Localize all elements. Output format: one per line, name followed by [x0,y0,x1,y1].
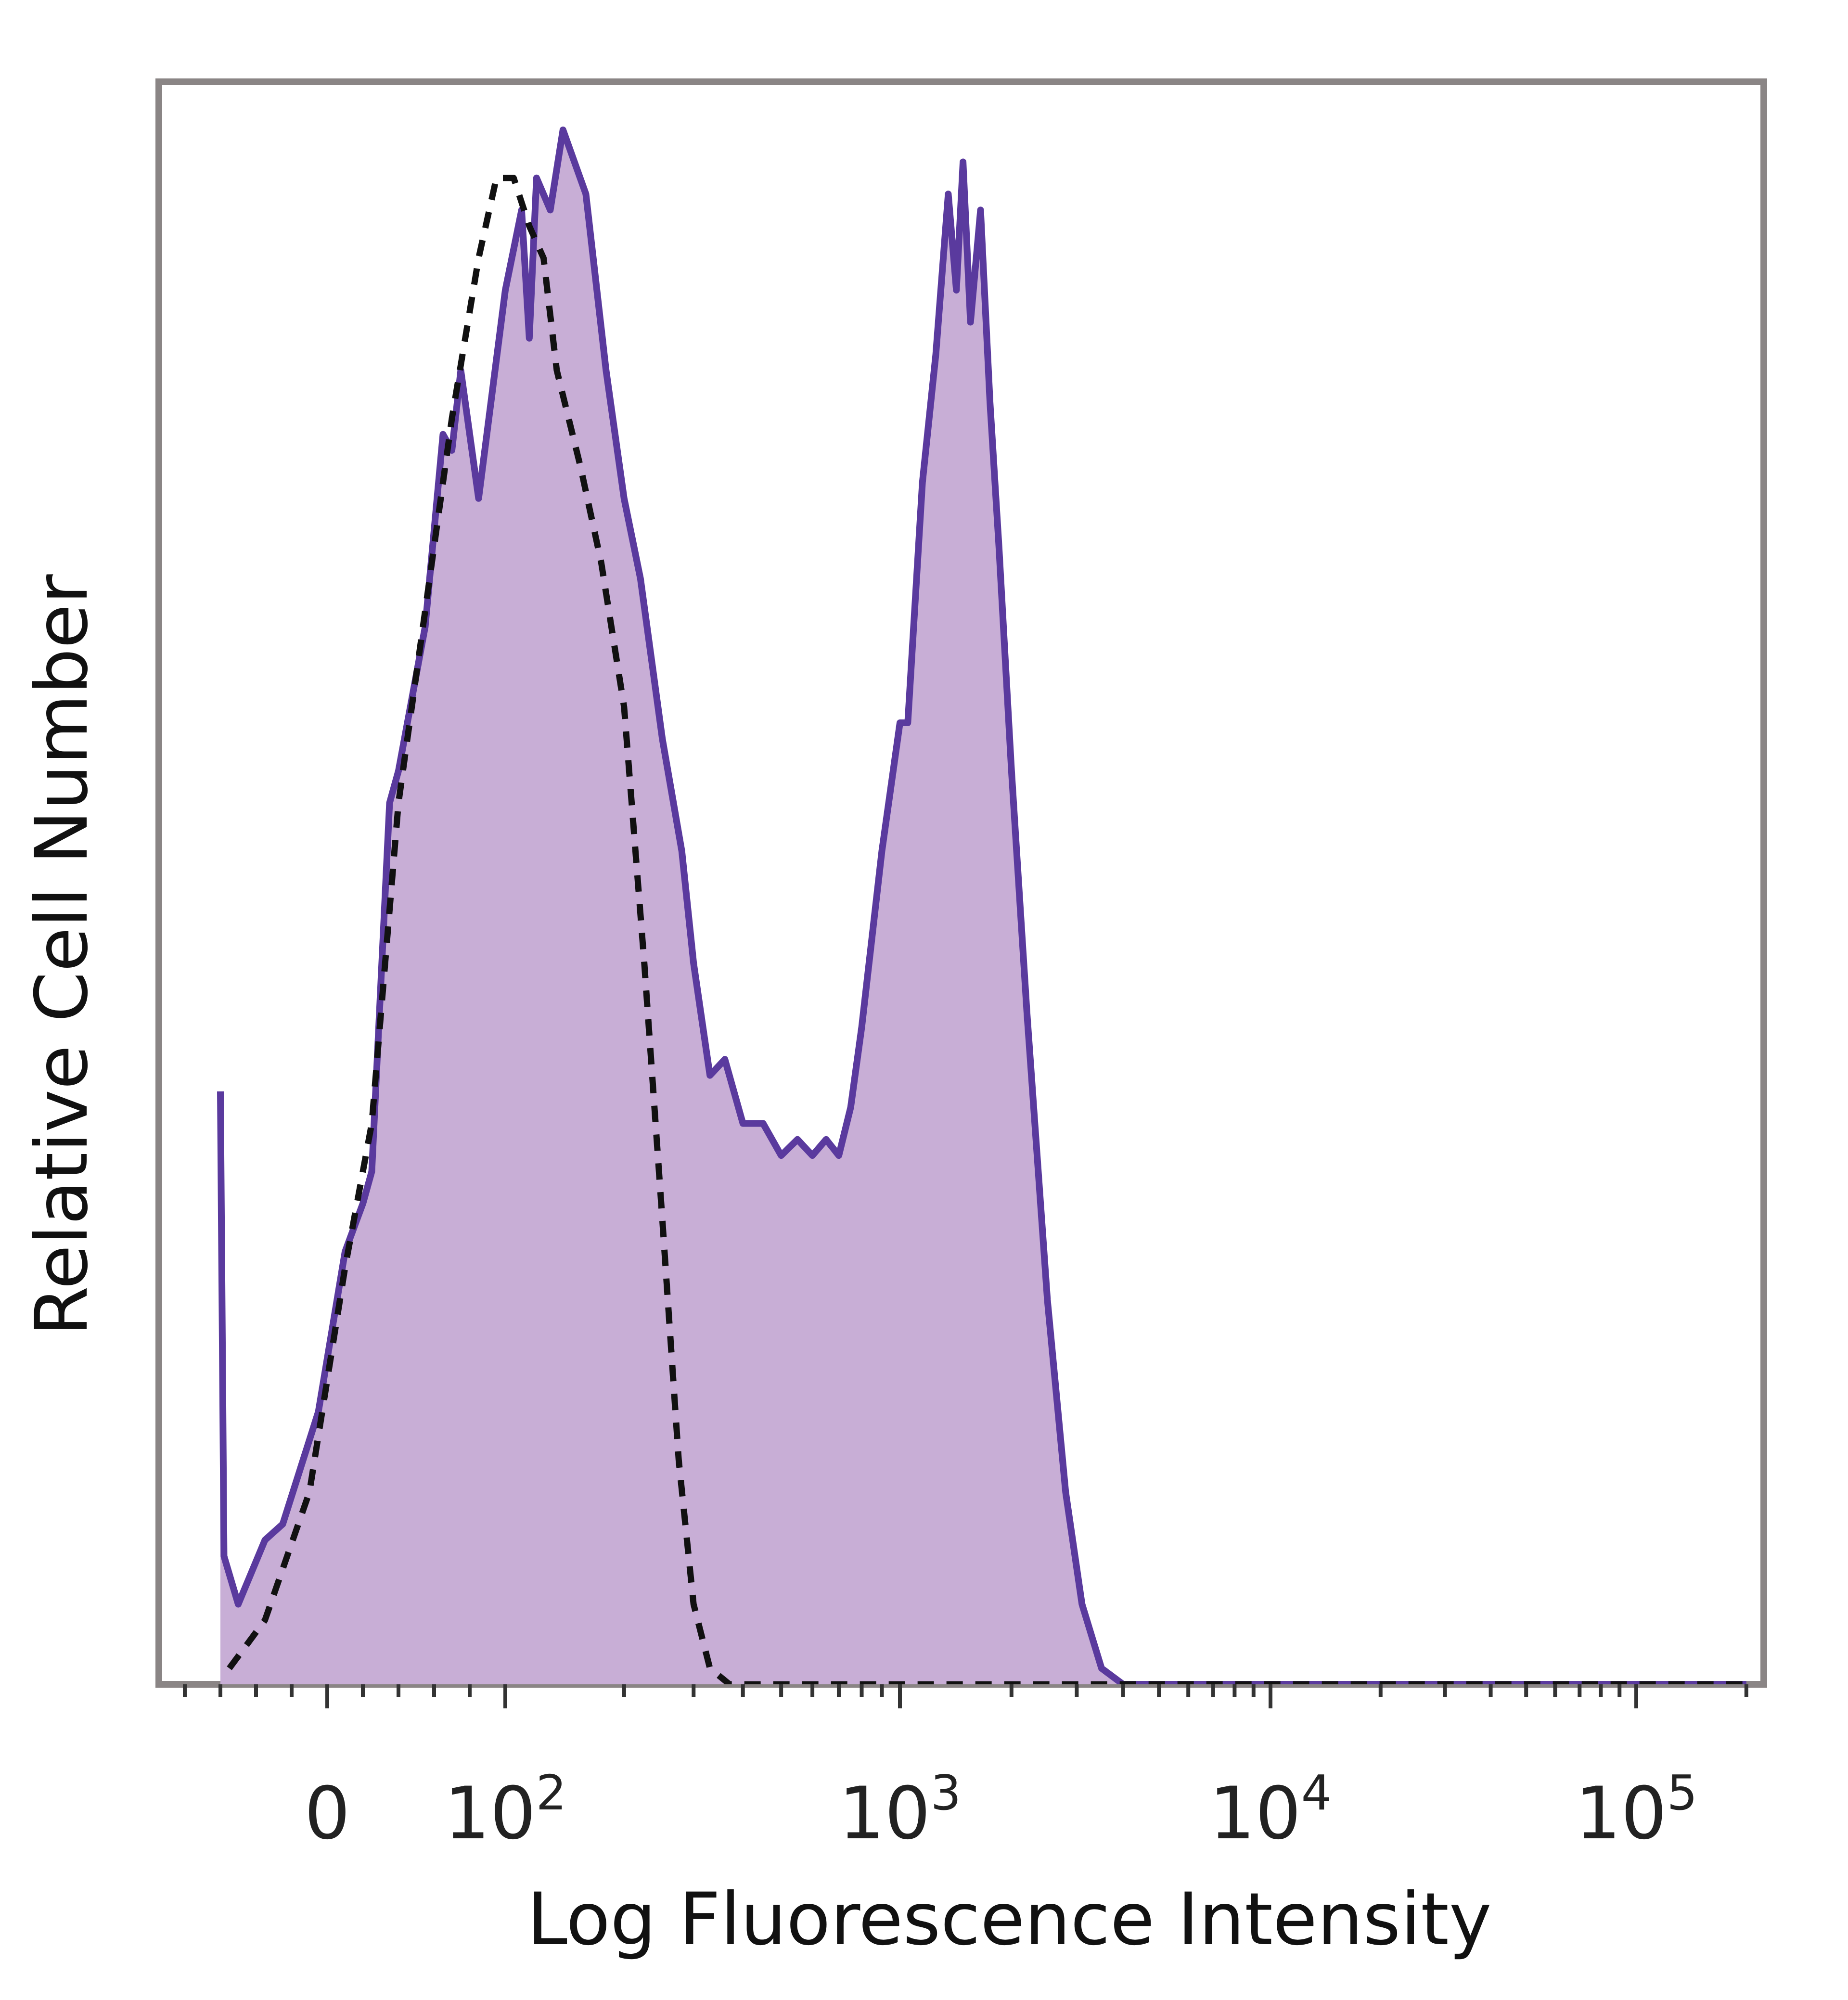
x-axis-tick-labels: 0 102 103 104 105 [304,1765,1697,1856]
x-tick-label: 104 [1209,1765,1332,1856]
x-tick-label: 105 [1575,1765,1698,1856]
x-tick-label: 0 [304,1772,350,1856]
sample-histogram-line [217,126,1746,1684]
control-histogram-line [227,175,1746,1684]
x-tick-label: 102 [444,1765,567,1856]
plot-area [155,78,1767,1708]
y-axis-title: Relative Cell Number [20,574,104,1336]
series-layer [217,126,1746,1684]
x-tick-label: 103 [839,1765,962,1856]
x-axis-ticks [183,1684,1748,1708]
sample-histogram-area [220,129,1746,1684]
x-axis-title: Log Fluorescence Intensity [527,1878,1491,1962]
